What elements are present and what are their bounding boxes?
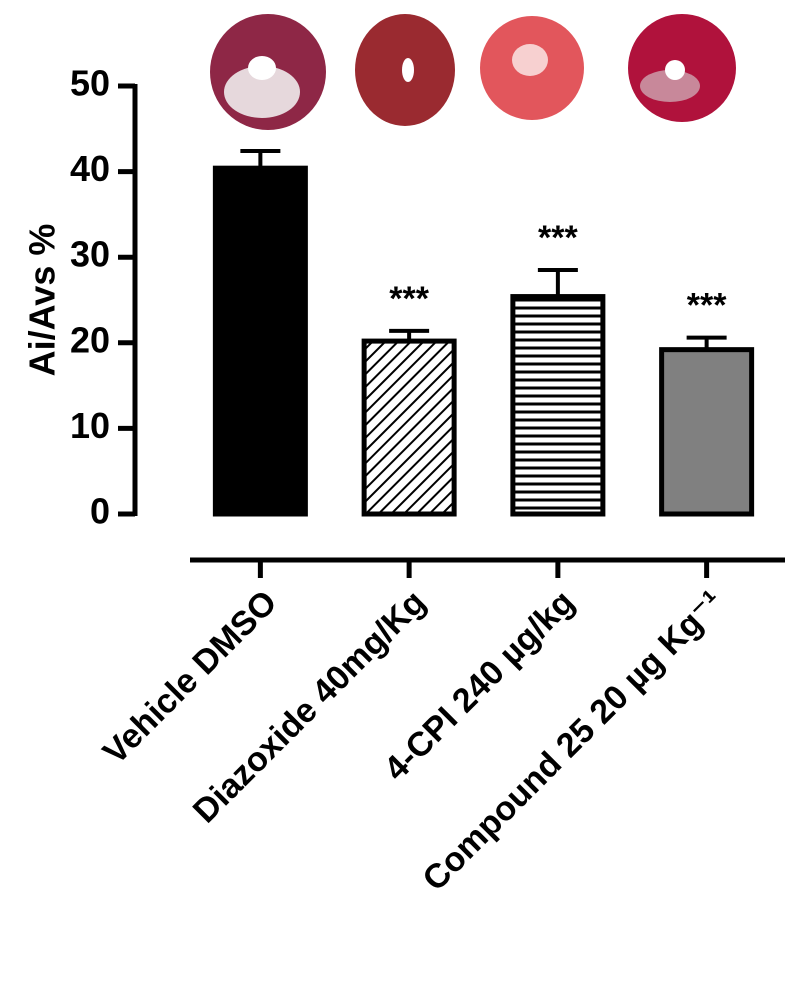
- bar: [212, 165, 308, 517]
- y-tick-label: 40: [70, 148, 110, 189]
- heart-slice: [355, 14, 455, 126]
- significance: ***: [687, 287, 727, 325]
- bar: [510, 294, 606, 517]
- heart-slice: [210, 14, 326, 130]
- y-axis-label: Ai/Avs %: [22, 224, 63, 377]
- heart-images: [210, 14, 736, 130]
- bar: [361, 338, 457, 517]
- significance: ***: [389, 280, 429, 318]
- heart-slice: [628, 14, 736, 122]
- x-tick-label: Compound 25 20 µg Kg⁻¹: [415, 583, 730, 898]
- heart-slice: [480, 16, 584, 120]
- y-tick-label: 0: [90, 491, 110, 532]
- significance: ***: [538, 219, 578, 257]
- bar: [659, 347, 755, 517]
- y-tick-label: 50: [70, 63, 110, 104]
- y-tick-label: 20: [70, 319, 110, 360]
- y-tick-label: 30: [70, 234, 110, 275]
- y-tick-label: 10: [70, 405, 110, 446]
